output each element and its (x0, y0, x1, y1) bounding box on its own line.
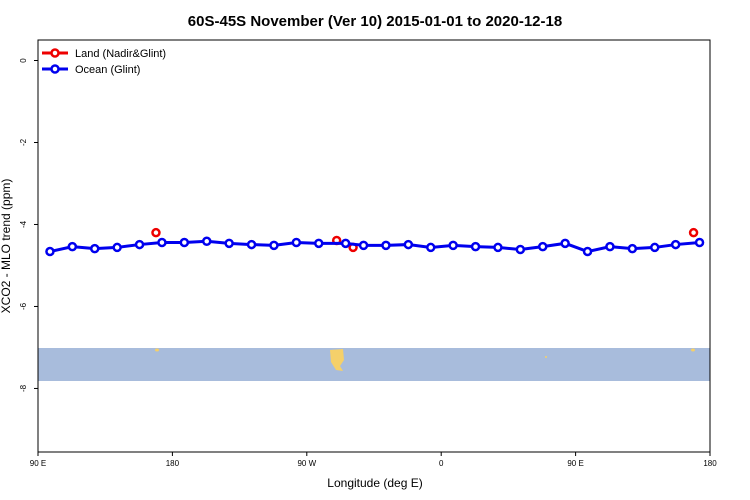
data-point (448, 240, 458, 251)
data-point (179, 237, 190, 248)
y-tick-label: -6 (19, 302, 28, 310)
data-point (112, 242, 122, 253)
data-point (89, 243, 100, 254)
data-point (246, 239, 257, 250)
data-point (358, 240, 369, 251)
data-point (493, 242, 503, 253)
y-tick-label: 0 (19, 58, 28, 63)
y-tick-label: -2 (19, 138, 28, 146)
x-tick-label: 90 E (30, 459, 46, 468)
data-point (340, 238, 351, 249)
data-point (425, 242, 436, 253)
data-point (649, 242, 660, 253)
data-point (694, 237, 705, 248)
plot-frame (37, 39, 711, 453)
x-tick-label: 90 E (567, 459, 583, 468)
legend-marker (50, 64, 60, 74)
data-point (688, 227, 699, 238)
legend-label: Ocean (Glint) (75, 64, 140, 76)
map-land (155, 348, 695, 371)
data-point (582, 246, 593, 257)
data-point (515, 244, 526, 255)
data-point (291, 237, 302, 248)
data-point (224, 238, 234, 249)
data-point (470, 241, 481, 252)
x-tick-label: 180 (703, 459, 717, 468)
data-point (403, 239, 414, 250)
data-point (157, 237, 167, 248)
data-point (670, 239, 681, 250)
chart-title: 60S-45S November (Ver 10) 2015-01-01 to … (188, 13, 562, 30)
data-point (537, 241, 548, 252)
data-point (201, 236, 212, 247)
data-point (151, 227, 161, 238)
y-tick-label: -4 (19, 220, 28, 228)
legend-marker (50, 48, 60, 58)
data-point (605, 241, 615, 252)
y-tick-label: -8 (19, 384, 28, 392)
series-line (49, 239, 700, 254)
map-ocean-band (38, 348, 710, 381)
data-point (134, 239, 145, 250)
data-point (313, 238, 324, 249)
legend-label: Land (Nadir&Glint) (75, 48, 166, 60)
x-tick-label: 0 (439, 459, 444, 468)
data-point (67, 241, 78, 252)
data-point (627, 243, 638, 254)
data-point (45, 246, 55, 257)
data-point (381, 240, 391, 251)
data-point (560, 238, 570, 249)
x-tick-label: 90 W (297, 459, 316, 468)
x-axis-label: Longitude (deg E) (327, 476, 422, 490)
data-point (269, 240, 279, 251)
y-axis-label: XCO2 - MLO trend (ppm) (0, 179, 13, 314)
x-tick-label: 180 (166, 459, 180, 468)
